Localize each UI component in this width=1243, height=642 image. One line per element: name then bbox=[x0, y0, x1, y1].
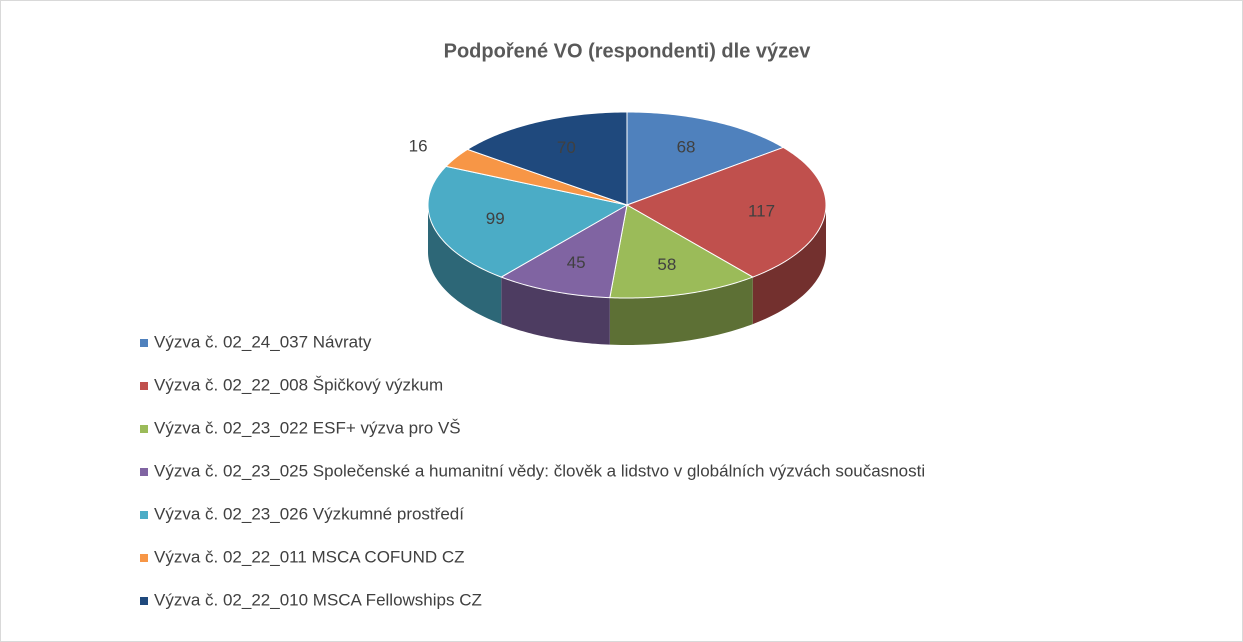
legend-swatch bbox=[140, 597, 148, 605]
pie-slice bbox=[609, 204, 754, 299]
pie-slice-side bbox=[428, 205, 502, 325]
legend-swatch bbox=[140, 339, 148, 347]
data-label: 117 bbox=[748, 201, 775, 220]
legend-swatch bbox=[140, 468, 148, 476]
legend-label: Výzva č. 02_22_011 MSCA COFUND CZ bbox=[154, 547, 465, 566]
legend-swatch bbox=[140, 554, 148, 562]
pie-slice bbox=[500, 204, 628, 299]
legend-label: Výzva č. 02_22_008 Špičkový výzkum bbox=[154, 375, 443, 394]
data-label: 16 bbox=[409, 137, 428, 156]
pie-slice bbox=[626, 111, 785, 206]
data-label: 45 bbox=[567, 253, 586, 272]
pie-slice bbox=[427, 165, 629, 278]
chart-title: Podpořené VO (respondenti) dle výzev bbox=[444, 40, 812, 62]
legend-swatch bbox=[140, 425, 148, 433]
legend-label: Výzva č. 02_23_025 Společenské a humanit… bbox=[154, 461, 925, 480]
pie-slice-side bbox=[752, 205, 826, 325]
pie-slice bbox=[625, 146, 827, 278]
legend-label: Výzva č. 02_24_037 Návraty bbox=[154, 332, 372, 351]
pie-slice bbox=[466, 111, 628, 206]
legend-swatch bbox=[140, 511, 148, 519]
data-label: 70 bbox=[557, 138, 576, 157]
legend-label: Výzva č. 02_23_022 ESF+ výzva pro VŠ bbox=[154, 418, 461, 437]
data-label: 58 bbox=[657, 255, 676, 274]
data-label: 68 bbox=[677, 138, 696, 157]
pie-slice bbox=[444, 148, 628, 206]
legend-label: Výzva č. 02_22_010 MSCA Fellowships CZ bbox=[154, 590, 482, 609]
pie-slice-side bbox=[501, 277, 610, 345]
legend-label: Výzva č. 02_23_026 Výzkumné prostředí bbox=[154, 504, 464, 523]
legend-swatch bbox=[140, 382, 148, 390]
pie-slice-side bbox=[609, 277, 753, 345]
data-label: 99 bbox=[486, 209, 505, 228]
